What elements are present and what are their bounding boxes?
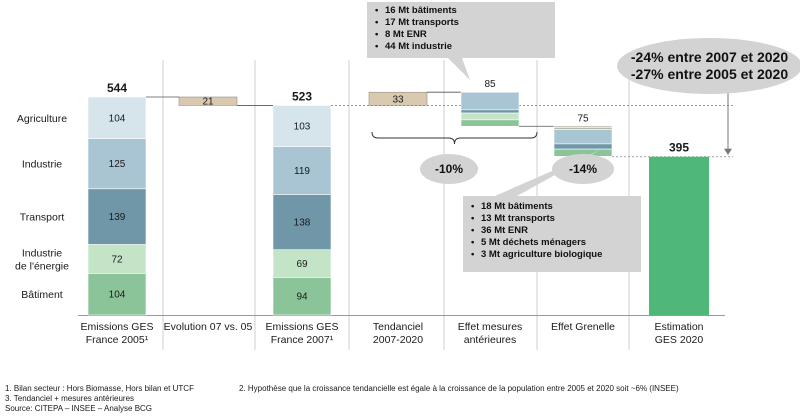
delta-segment	[553, 129, 613, 145]
sector-label: Industrie	[22, 159, 62, 171]
category-label: GES 2020	[655, 334, 704, 346]
delta-label: 85	[484, 79, 496, 90]
delta-segment	[460, 112, 520, 121]
brace	[371, 131, 538, 145]
footnote-2: 2. Hypothèse que la croissance tendancie…	[239, 384, 679, 393]
callout-bottom: 18 Mt bâtiments13 Mt transports36 Mt ENR…	[463, 196, 641, 272]
delta-bar	[368, 91, 428, 106]
delta-label: 75	[577, 113, 589, 124]
callout-top-item: 17 Mt transports	[375, 17, 549, 29]
delta-label: 21	[202, 97, 214, 108]
segment-label: 104	[109, 113, 126, 124]
callout-top: 16 Mt bâtiments17 Mt transports8 Mt ENR4…	[367, 2, 555, 58]
category-label: Tendanciel	[373, 321, 423, 333]
callout-bottom-item: 5 Mt déchets ménagers	[471, 237, 635, 249]
bar-segment	[272, 277, 332, 316]
callout-top-item: 16 Mt bâtiments	[375, 5, 549, 17]
segment-label: 138	[294, 218, 311, 229]
delta-segment	[460, 119, 520, 127]
sector-label: Agriculture	[17, 113, 67, 125]
callout-bottom-item: 18 Mt bâtiments	[471, 201, 635, 213]
arrow-head	[724, 148, 732, 155]
category-label: Emissions GES	[81, 321, 154, 333]
summary-line-1: -24% entre 2007 et 2020	[630, 49, 789, 65]
bar-segment	[87, 273, 147, 316]
segment-label: 72	[111, 254, 123, 265]
total-label: 395	[669, 141, 689, 155]
segment-label: 125	[109, 159, 126, 170]
category-label: Effet Grenelle	[551, 321, 615, 333]
bar-segment	[272, 249, 332, 278]
total-label: 523	[292, 89, 312, 103]
sector-label: Industrie	[22, 247, 62, 259]
segment-label: 119	[294, 166, 310, 177]
category-label: France 2005¹	[86, 334, 149, 346]
summary-line-2: -27% entre 2005 et 2020	[630, 66, 789, 82]
sector-label: Transport	[20, 212, 65, 224]
segment-label: 139	[109, 212, 126, 223]
callout-bottom-item: 3 Mt agriculture biologique	[471, 249, 635, 261]
bar-segment	[272, 105, 332, 148]
callout-bottom-item: 36 Mt ENR	[471, 225, 635, 237]
delta-segment	[553, 127, 613, 130]
segment-label: 94	[296, 292, 308, 303]
footnote-source: Source: CITEPA – INSEE – Analyse BCG	[5, 404, 153, 413]
total-label: 544	[107, 81, 127, 95]
callout-top-pointer	[448, 58, 470, 80]
bar-segment	[272, 146, 332, 195]
category-label: Estimation	[654, 321, 703, 333]
delta-bar	[178, 96, 238, 106]
callout-top-item: 44 Mt industrie	[375, 41, 549, 53]
sector-label: de l'énergie	[15, 260, 69, 272]
category-label: Evolution 07 vs. 05	[164, 321, 253, 333]
footnote-3: 3. Tendanciel + mesures antérieures	[5, 394, 135, 403]
sector-label: Bâtiment	[21, 289, 63, 301]
ellipse-minus14: -14%	[552, 154, 614, 184]
callout-bottom-item: 13 Mt transports	[471, 213, 635, 225]
segment-label: 104	[109, 290, 126, 301]
segment-label: 69	[296, 259, 308, 270]
segment-label: 103	[294, 122, 311, 133]
delta-segment	[460, 109, 520, 114]
summary-ellipse: -24% entre 2007 et 2020 -27% entre 2005 …	[617, 38, 800, 94]
bar-segment	[87, 188, 147, 245]
final-bar	[649, 156, 709, 315]
footnote-1: 1. Bilan secteur : Hors Biomasse, Hors b…	[5, 384, 194, 393]
bar-segment	[87, 244, 147, 274]
ellipse-minus10: -10%	[420, 154, 478, 184]
bar-segment	[272, 194, 332, 250]
delta-segment	[460, 91, 520, 111]
delta-segment	[553, 143, 613, 150]
delta-label: 33	[392, 94, 404, 105]
category-label: 2007-2020	[373, 334, 423, 346]
bar-segment	[87, 96, 147, 139]
category-label: Emissions GES	[266, 321, 339, 333]
category-label: antérieures	[464, 334, 517, 346]
callout-top-item: 8 Mt ENR	[375, 29, 549, 41]
bar-segment	[87, 138, 147, 190]
category-label: France 2007¹	[271, 334, 334, 346]
category-label: Effet mesures	[458, 321, 523, 333]
